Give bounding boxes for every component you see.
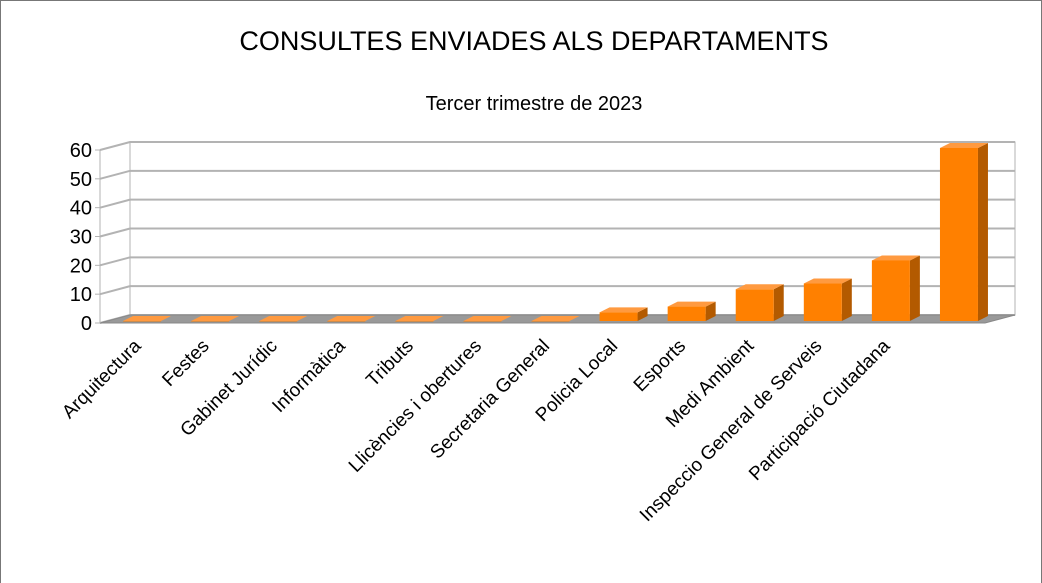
bar	[599, 307, 648, 321]
bar-top	[191, 316, 240, 321]
bar-front	[531, 321, 570, 322]
chart-subtitle: Tercer trimestre de 2023	[426, 93, 643, 115]
y-tick-label: 50	[70, 169, 92, 191]
bar-top	[259, 316, 308, 321]
bar	[395, 316, 444, 322]
chart-title: CONSULTES ENVIADES ALS DEPARTAMENTS	[239, 26, 828, 56]
bar-front	[327, 321, 366, 322]
y-tick-label: 30	[70, 227, 92, 249]
bar	[531, 316, 580, 322]
bar	[803, 278, 852, 321]
y-tick-label: 0	[81, 313, 92, 335]
bar	[735, 284, 784, 321]
grid-line	[99, 227, 1015, 238]
bar-front	[463, 321, 502, 322]
bar-front	[735, 289, 774, 321]
bar-side	[773, 284, 784, 321]
grid-line	[99, 256, 1015, 267]
bar-side	[909, 255, 920, 321]
bar-top	[667, 301, 716, 307]
bar	[939, 143, 988, 321]
grid-line	[99, 198, 1015, 209]
bar-side	[841, 278, 852, 321]
bar-front	[395, 321, 434, 322]
bar	[123, 316, 172, 322]
bar	[191, 316, 240, 322]
bar-front	[599, 312, 638, 321]
bar	[871, 255, 920, 321]
bar-front	[123, 321, 162, 322]
bar-side	[977, 143, 988, 321]
bar-front	[939, 148, 978, 321]
bar-top	[871, 255, 920, 261]
bar	[327, 316, 376, 322]
grid-line	[99, 169, 1015, 180]
y-tick-label: 40	[70, 198, 92, 220]
bar	[463, 316, 512, 322]
grid-line	[99, 285, 1015, 296]
bar-side	[705, 301, 716, 321]
bar-top	[803, 278, 852, 284]
bar-top	[599, 307, 648, 313]
y-tick-label: 20	[70, 255, 92, 277]
bar-front	[667, 306, 706, 321]
bar-top	[735, 284, 784, 290]
bar-front	[803, 283, 842, 321]
y-tick-label: 60	[70, 140, 92, 162]
bar	[259, 316, 308, 322]
bar-top	[123, 316, 172, 321]
grid-line	[99, 141, 1015, 151]
bar-top	[395, 316, 444, 321]
bar-side	[637, 307, 648, 321]
bar-top	[531, 316, 580, 321]
bar-top	[463, 316, 512, 321]
bar-front	[191, 321, 230, 322]
bar-top	[327, 316, 376, 321]
bar-front	[259, 321, 298, 322]
bar-top	[939, 143, 988, 148]
y-tick-label: 10	[70, 284, 92, 306]
bar	[667, 301, 716, 321]
bar-front	[871, 260, 910, 321]
